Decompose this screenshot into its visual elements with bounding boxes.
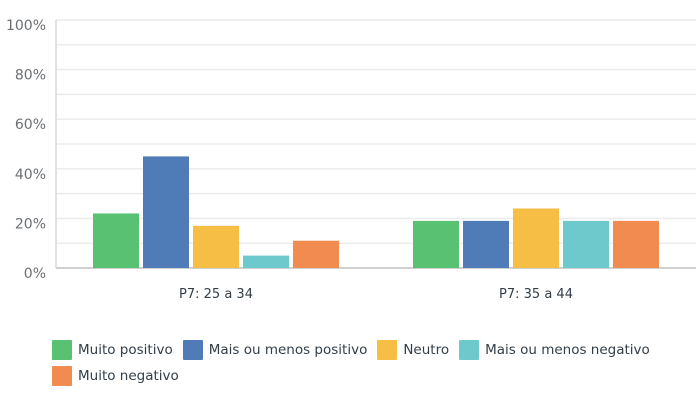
y-tick-label: 80% xyxy=(15,68,46,84)
legend-swatch xyxy=(52,366,72,386)
bar xyxy=(463,220,509,268)
legend-item: Muito positivo xyxy=(52,340,173,360)
legend-label: Muito negativo xyxy=(78,368,179,384)
legend-swatch xyxy=(459,340,480,360)
legend-swatch xyxy=(377,340,398,360)
legend-item: Muito negativo xyxy=(52,366,179,386)
y-tick-label: 60% xyxy=(15,117,46,133)
y-tick-label: 20% xyxy=(15,216,46,232)
x-category-label: P7: 35 a 44 xyxy=(499,287,573,302)
legend-item: Mais ou menos negativo xyxy=(459,340,650,360)
legend-label: Muito positivo xyxy=(78,342,173,358)
bar xyxy=(563,220,609,268)
bar xyxy=(513,208,559,268)
y-tick-label: 0% xyxy=(24,266,46,282)
legend: Muito positivo Mais ou menos positivo Neut… xyxy=(52,340,692,386)
bar xyxy=(93,213,139,268)
bar xyxy=(243,255,289,268)
y-tick-label: 40% xyxy=(15,167,46,183)
bar-chart: 0% 20% 40% 60% 80% 100% P7: 25 a 34 P7: 35 a 44 xyxy=(6,18,696,302)
bar xyxy=(143,156,189,268)
y-tick-label: 100% xyxy=(6,18,46,34)
bar xyxy=(293,240,339,268)
legend-label: Mais ou menos positivo xyxy=(208,342,368,358)
legend-label: Neutro xyxy=(403,342,450,358)
x-category-label: P7: 25 a 34 xyxy=(179,287,253,302)
legend-swatch xyxy=(182,340,203,360)
legend-item: Mais ou menos positivo xyxy=(182,340,368,360)
legend-item: Neutro xyxy=(377,340,449,360)
legend-label: Mais ou menos negativo xyxy=(485,342,650,358)
legend-swatch xyxy=(52,340,72,360)
bar xyxy=(413,220,459,268)
bar xyxy=(193,225,239,268)
bar xyxy=(613,220,659,268)
